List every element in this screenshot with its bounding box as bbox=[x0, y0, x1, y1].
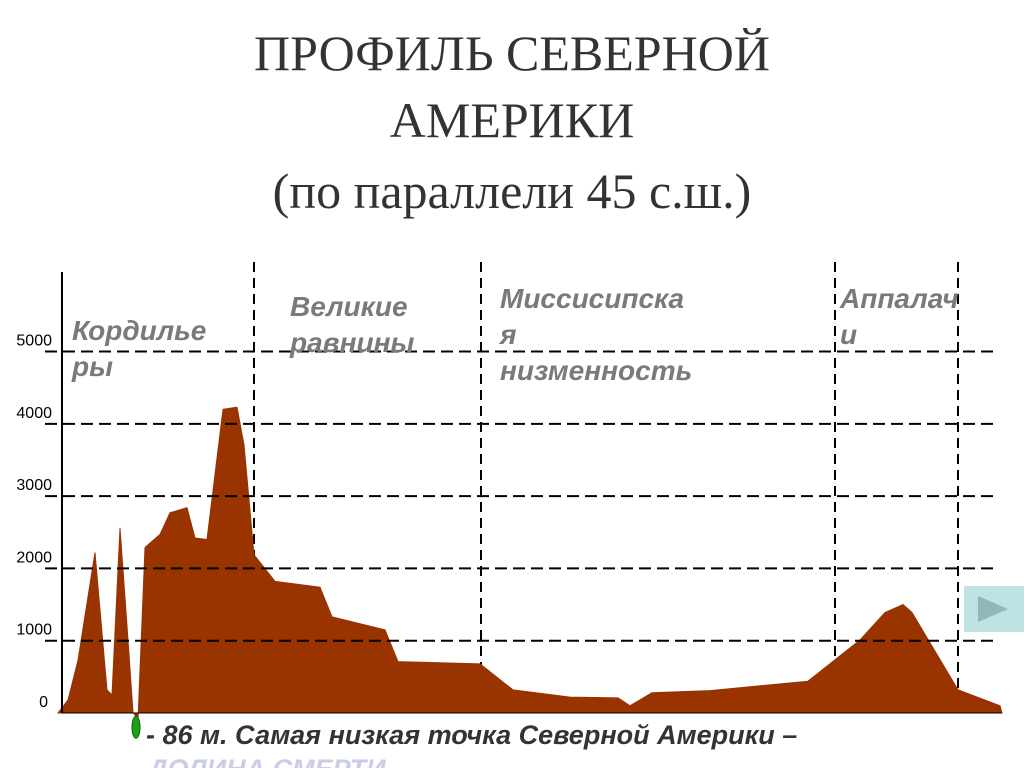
y-tick-label: 4000 bbox=[16, 405, 52, 422]
region-label: Великие bbox=[290, 291, 408, 322]
chart-title: (по параллели 45 с.ш.) bbox=[273, 163, 752, 219]
region-label: Аппалач bbox=[839, 283, 959, 314]
y-tick-label: 0 bbox=[39, 694, 48, 711]
region-label: равнины bbox=[289, 327, 415, 358]
chart-title: АМЕРИКИ bbox=[390, 92, 634, 148]
layout bbox=[253, 262, 1024, 713]
chart-title: ПРОФИЛЬ СЕВЕРНОЙ bbox=[254, 25, 770, 81]
region-label: низменность bbox=[500, 355, 692, 386]
region-label: ры bbox=[71, 351, 113, 382]
next-icon[interactable] bbox=[978, 596, 1008, 622]
lowest-point-note: - 86 м. Самая низкая точка Северной Амер… bbox=[146, 720, 797, 750]
lowest-point bbox=[131, 715, 141, 739]
region-label: Кордилье bbox=[72, 315, 206, 346]
y-tick-label: 3000 bbox=[16, 477, 52, 494]
lowest-point-name: ДОЛИНА СМЕРТИ bbox=[146, 754, 386, 768]
region-label: я bbox=[498, 319, 517, 350]
y-tick-label: 2000 bbox=[16, 549, 52, 566]
region-label: Миссисипска bbox=[500, 283, 684, 314]
elevation-area bbox=[56, 406, 1003, 721]
y-tick-label: 1000 bbox=[16, 622, 52, 639]
region-label: и bbox=[840, 319, 857, 350]
y-tick-label: 5000 bbox=[16, 333, 52, 350]
